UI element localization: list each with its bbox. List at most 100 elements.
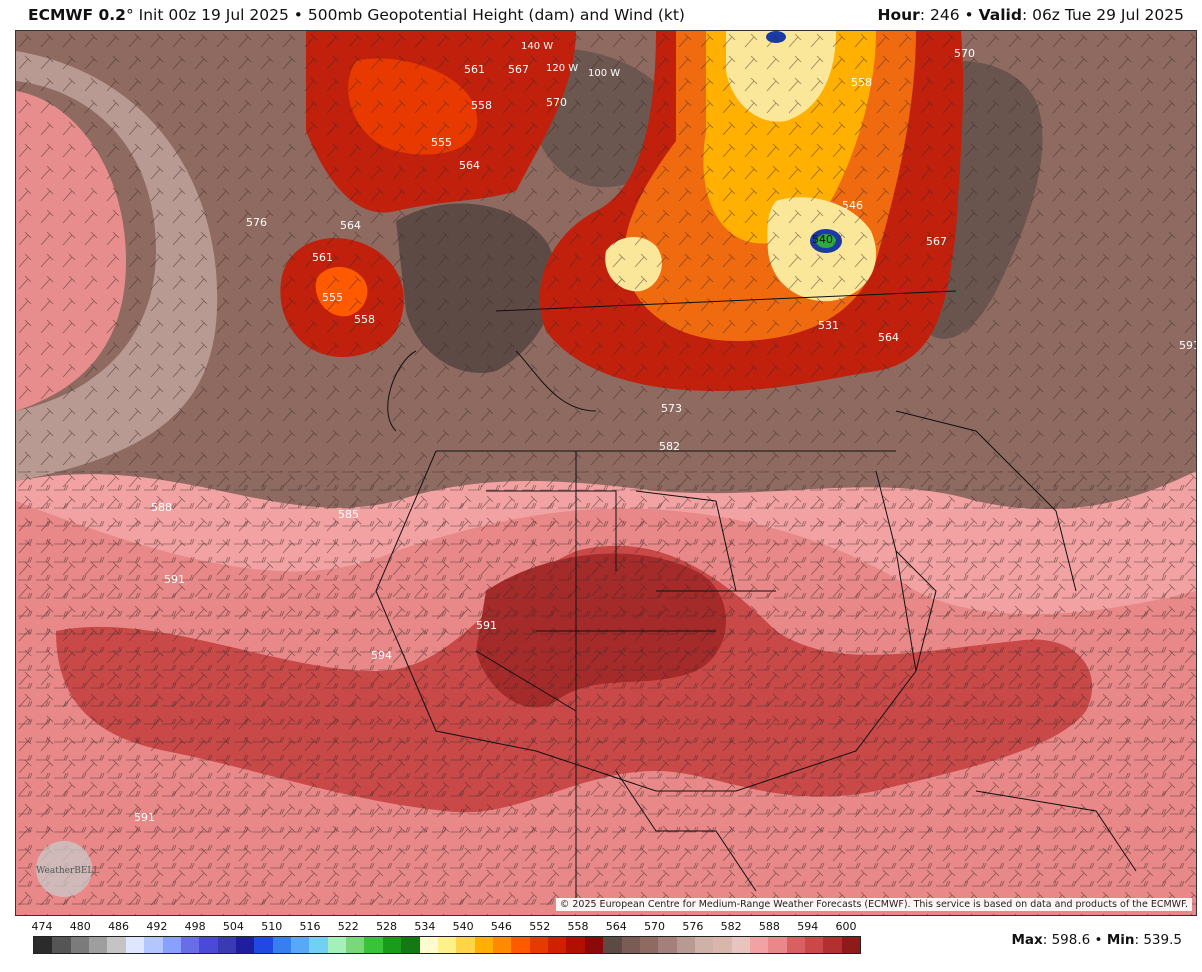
colorbar-swatch (254, 937, 273, 953)
colorbar-swatch (419, 937, 438, 953)
colorbar-swatch (548, 937, 567, 953)
colorbar-swatch (364, 937, 383, 953)
product-name: 500mb Geopotential Height (dam) and Wind… (307, 6, 685, 24)
colorbar-swatch (70, 937, 90, 953)
colorbar-swatch (291, 937, 310, 953)
model-name: ECMWF 0.2 (28, 6, 126, 24)
colorbar-swatch (805, 937, 824, 953)
colorbar-swatch (52, 937, 71, 953)
colorbar-tick-label: 594 (797, 920, 819, 933)
contour-label: 567 (926, 235, 947, 248)
map-panel[interactable]: 561 567 558 555 564 576 561 555 558 564 … (15, 30, 1197, 916)
wind-barbs-layer-south (16, 471, 1196, 915)
contour-label: 588 (151, 501, 172, 514)
contour-label: 591 (164, 573, 185, 586)
colorbar-tick-label: 558 (567, 920, 589, 933)
init-time: Init 00z 19 Jul 2025 (138, 6, 289, 24)
logo-globe-icon (36, 841, 92, 897)
copyright-notice: © 2025 European Centre for Medium-Range … (555, 898, 1192, 911)
valid-label: Valid (978, 6, 1022, 24)
colorbar-swatch (107, 937, 126, 953)
colorbar-swatch (786, 937, 806, 953)
max-value: : 598.6 (1042, 932, 1091, 948)
colorbar-swatch (125, 937, 145, 953)
contour-label: 594 (371, 649, 392, 662)
colorbar-tick-label: 480 (69, 920, 91, 933)
stats-readout: Max: 598.6 • Min: 539.5 (1011, 932, 1182, 948)
colorbar-tick-label: 546 (490, 920, 512, 933)
contour-label: 582 (659, 440, 680, 453)
colorbar-tick-label: 570 (644, 920, 666, 933)
meridian-labels: 140 W 120 W 100 W (521, 41, 620, 79)
colorbar-swatch (382, 937, 402, 953)
colorbar-tick-label: 474 (31, 920, 53, 933)
logo-text: WeatherBELL (36, 866, 99, 876)
colorbar-swatch (823, 937, 842, 953)
contour-label: 558 (851, 76, 872, 89)
colorbar-tick-label: 552 (529, 920, 551, 933)
contour-label: 564 (459, 159, 480, 172)
colorbar-swatch (750, 937, 769, 953)
colorbar-tick-label: 534 (414, 920, 436, 933)
colorbar-swatch (713, 937, 732, 953)
colorbar-tick-label: 522 (337, 920, 359, 933)
colorbar-swatch (401, 937, 420, 953)
colorbar-swatch (676, 937, 695, 953)
contour-label: 561 (312, 251, 333, 264)
colorbar-swatch (584, 937, 604, 953)
min-label: Min (1106, 932, 1135, 948)
contour-label: 573 (661, 402, 682, 415)
separator: • (964, 6, 974, 24)
colorbar-swatch (492, 937, 512, 953)
colorbar-swatch (603, 937, 622, 953)
colorbar-swatch (199, 937, 218, 953)
contour-label: 558 (471, 99, 492, 112)
colorbar-swatch (731, 937, 751, 953)
contour-label: 564 (340, 219, 361, 232)
colorbar-swatch (327, 937, 347, 953)
contour-labels: 561 567 558 555 564 576 561 555 558 564 … (134, 47, 1196, 824)
title-bar: ECMWF 0.2° Init 00z 19 Jul 2025 • 500mb … (0, 0, 1202, 30)
colorbar-swatch (566, 937, 585, 953)
colorbar-swatch (474, 937, 493, 953)
contour-label: 540 (812, 233, 833, 246)
colorbar-tick-label: 576 (682, 920, 704, 933)
colorbar-swatch (217, 937, 236, 953)
contour-label: 591 (134, 811, 155, 824)
contour-label: 555 (322, 291, 343, 304)
max-label: Max (1011, 932, 1043, 948)
contour-label: 591 (1179, 339, 1196, 352)
colorbar-swatch (621, 937, 640, 953)
hour-value: : 246 (919, 6, 960, 24)
colorbar-tick-label: 528 (376, 920, 398, 933)
colorbar-tick-label: 498 (184, 920, 206, 933)
colorbar (33, 936, 861, 954)
min-value: : 539.5 (1134, 932, 1183, 948)
colorbar-swatch (162, 937, 181, 953)
colorbar-labels: 474 480 486 492 498 504 510 516 522 528 534 540 546 5… (30, 920, 860, 934)
colorbar-swatch (272, 937, 292, 953)
colorbar-swatch (456, 937, 475, 953)
title-left: ECMWF 0.2° Init 00z 19 Jul 2025 • 500mb … (28, 6, 685, 24)
colorbar-tick-label: 516 (299, 920, 321, 933)
colorbar-tick-label: 510 (261, 920, 283, 933)
colorbar-tick-label: 540 (452, 920, 474, 933)
colorbar-swatch (235, 937, 255, 953)
colorbar-swatch (639, 937, 659, 953)
weather-map: 561 567 558 555 564 576 561 555 558 564 … (16, 31, 1196, 915)
contour-label: 570 (954, 47, 975, 60)
title-right: Hour: 246 • Valid: 06z Tue 29 Jul 2025 (878, 6, 1184, 24)
contour-label: 531 (818, 319, 839, 332)
colorbar-tick-label: 582 (720, 920, 742, 933)
colorbar-swatch (89, 937, 108, 953)
contour-label: 567 (508, 63, 529, 76)
colorbar-swatch (144, 937, 163, 953)
degree-symbol: ° (125, 6, 134, 24)
colorbar-swatch (309, 937, 328, 953)
separator: • (293, 6, 303, 24)
colorbar-tick-label: 564 (605, 920, 627, 933)
meridian-label: 140 W (521, 41, 553, 52)
contour-label: 555 (431, 136, 452, 149)
colorbar-swatch (437, 937, 457, 953)
hour-label: Hour (877, 6, 920, 24)
